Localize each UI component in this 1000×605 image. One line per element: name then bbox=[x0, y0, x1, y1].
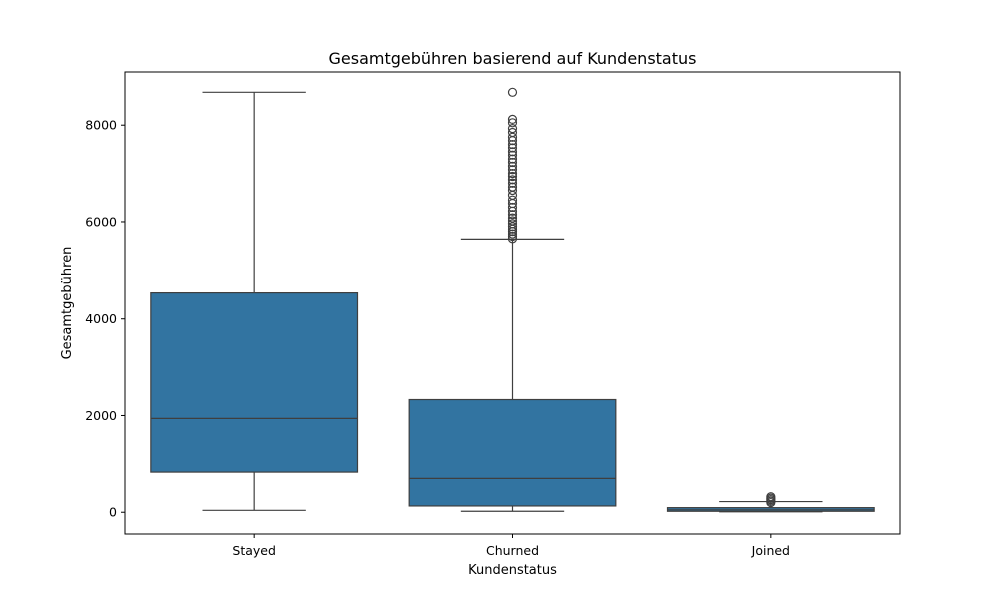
x-tick-label: Joined bbox=[751, 543, 790, 558]
x-tick-label: Churned bbox=[486, 543, 539, 558]
outlier-point bbox=[507, 87, 518, 97]
box-iqr bbox=[408, 398, 617, 507]
outlier-point bbox=[507, 219, 518, 229]
outlier-point bbox=[507, 195, 518, 205]
outlier-point bbox=[507, 132, 518, 142]
outlier-point bbox=[507, 114, 518, 125]
outlier-point bbox=[507, 185, 518, 196]
outlier-point bbox=[507, 165, 518, 175]
outlier-point bbox=[507, 118, 518, 128]
outlier-point bbox=[507, 154, 518, 164]
y-tick-label: 2000 bbox=[85, 408, 117, 423]
plot-area bbox=[150, 87, 875, 513]
outlier-point bbox=[507, 202, 518, 213]
outlier-point bbox=[507, 231, 518, 242]
outlier-point bbox=[507, 157, 518, 168]
x-tick-label: Stayed bbox=[232, 543, 276, 558]
y-tick-label: 0 bbox=[109, 505, 117, 520]
box-group-stayed bbox=[150, 91, 359, 511]
outlier-point bbox=[507, 150, 518, 160]
x-axis-label: Kundenstatus bbox=[468, 563, 557, 578]
outlier-point bbox=[507, 124, 518, 134]
outlier-point bbox=[766, 492, 776, 502]
box-iqr bbox=[150, 291, 359, 473]
outlier-point bbox=[507, 222, 518, 232]
outlier-point bbox=[507, 168, 518, 179]
outlier-point bbox=[507, 182, 518, 192]
chart-title: Gesamtgebühren basierend auf Kundenstatu… bbox=[329, 49, 697, 68]
outlier-point bbox=[507, 234, 518, 244]
outlier-point bbox=[507, 143, 518, 153]
box-group-churned bbox=[408, 87, 617, 512]
outlier-point bbox=[507, 229, 518, 239]
outlier-point bbox=[507, 127, 518, 138]
y-tick-label: 4000 bbox=[85, 311, 117, 326]
outlier-point bbox=[507, 139, 518, 150]
outlier-point bbox=[507, 210, 518, 220]
outlier-point bbox=[507, 171, 518, 182]
outlier-point bbox=[507, 161, 518, 171]
y-tick-label: 8000 bbox=[85, 118, 117, 133]
y-axis-label: Gesamtgebühren bbox=[60, 247, 75, 360]
outlier-point bbox=[507, 216, 518, 226]
box-group-joined bbox=[666, 492, 875, 513]
outlier-point bbox=[507, 213, 518, 223]
y-tick-label: 6000 bbox=[85, 214, 117, 229]
outlier-point bbox=[507, 175, 518, 185]
outlier-point bbox=[507, 178, 518, 188]
outlier-point bbox=[507, 147, 518, 157]
